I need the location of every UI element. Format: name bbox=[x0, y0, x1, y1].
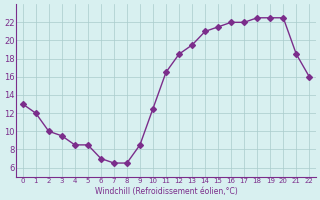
X-axis label: Windchill (Refroidissement éolien,°C): Windchill (Refroidissement éolien,°C) bbox=[95, 187, 237, 196]
